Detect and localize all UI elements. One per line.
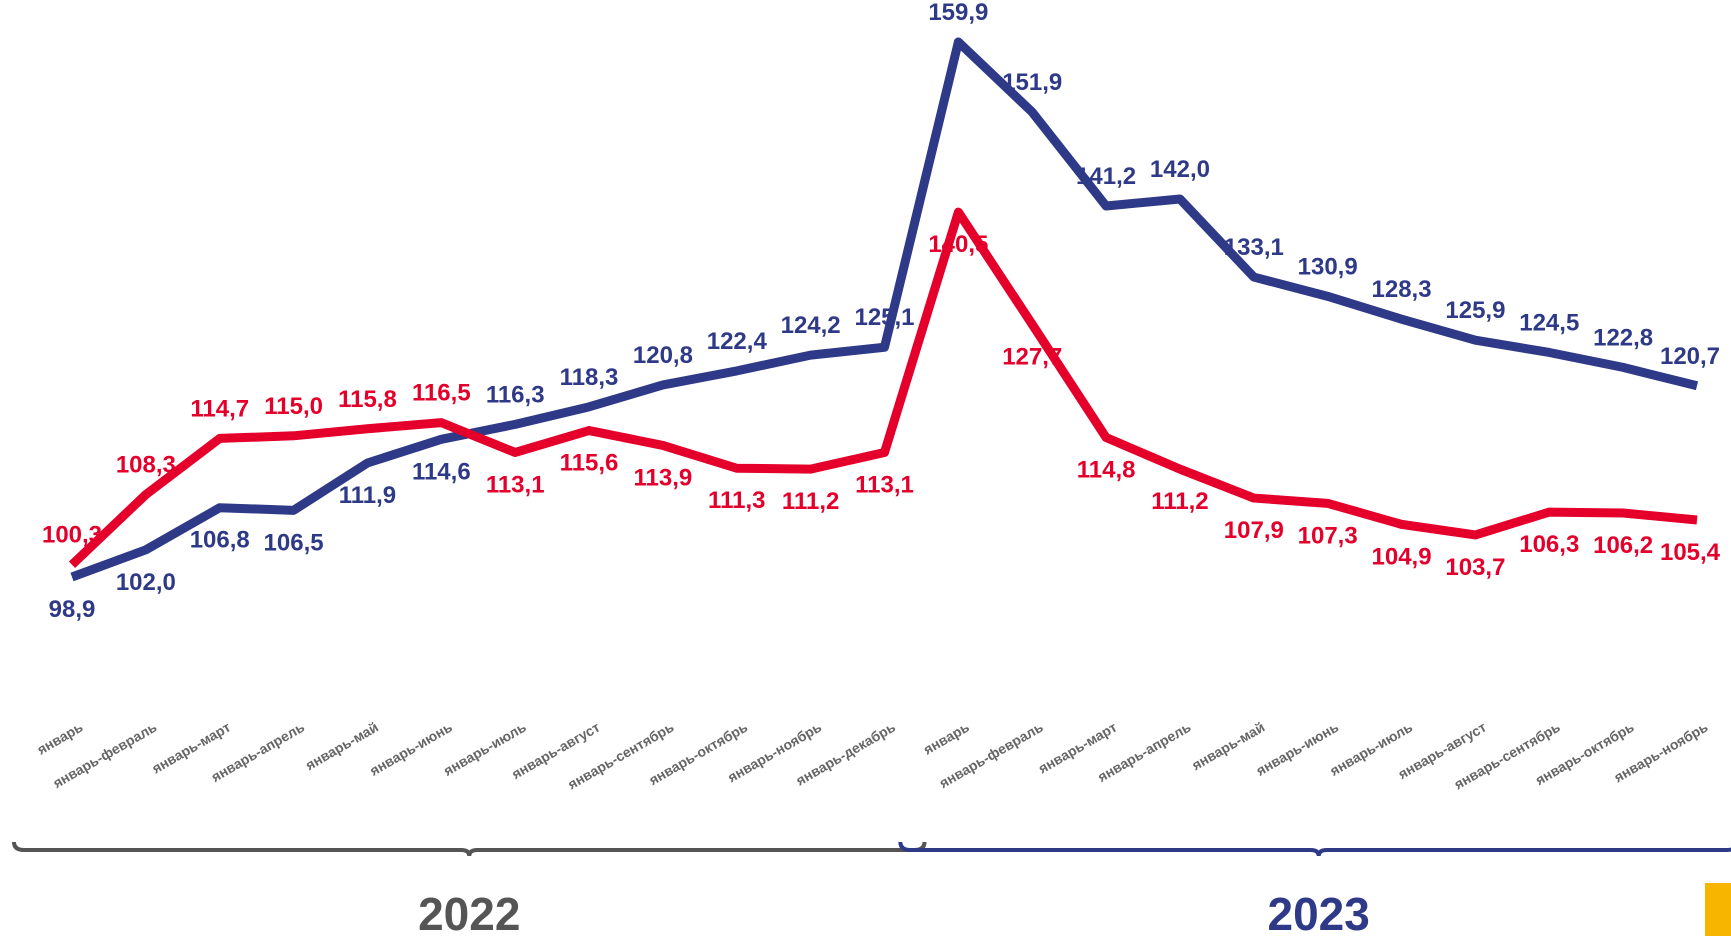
group-label: 2022 xyxy=(418,888,520,936)
value-label: 98,9 xyxy=(49,596,96,623)
x-tick-label: январь xyxy=(921,719,973,758)
value-label: 124,5 xyxy=(1519,309,1579,336)
value-label: 103,7 xyxy=(1445,554,1505,581)
value-label: 140,5 xyxy=(928,231,988,258)
value-label: 111,3 xyxy=(708,487,765,514)
value-label: 125,1 xyxy=(854,304,914,331)
value-label: 116,3 xyxy=(486,381,545,408)
value-label: 120,7 xyxy=(1660,343,1720,370)
value-label: 116,5 xyxy=(412,380,471,407)
series-line xyxy=(68,207,1698,568)
group-label: 2023 xyxy=(1268,888,1370,936)
value-label: 124,2 xyxy=(781,312,841,339)
value-label: 120,8 xyxy=(633,342,693,369)
value-label: 114,8 xyxy=(1077,457,1136,484)
value-label: 122,8 xyxy=(1593,324,1653,351)
value-label: 114,7 xyxy=(190,395,249,422)
value-label: 125,9 xyxy=(1445,297,1505,324)
value-label: 127,7 xyxy=(1002,343,1062,370)
x-tick-label: январь-июнь xyxy=(367,719,455,779)
value-label: 151,9 xyxy=(1002,69,1062,96)
value-label: 106,8 xyxy=(190,527,250,554)
value-label: 106,5 xyxy=(264,529,324,556)
group-bracket xyxy=(898,841,1731,857)
value-label: 114,6 xyxy=(412,458,471,485)
value-label: 122,4 xyxy=(707,328,768,355)
value-label: 113,9 xyxy=(634,464,693,491)
series-line xyxy=(70,37,1699,582)
value-label: 128,3 xyxy=(1372,276,1432,303)
value-label: 141,2 xyxy=(1076,163,1136,190)
value-label: 107,9 xyxy=(1224,517,1284,544)
x-tick-label: январь xyxy=(34,719,86,758)
value-label: 115,8 xyxy=(338,386,397,413)
value-label: 113,1 xyxy=(486,471,545,498)
group-bracket xyxy=(12,841,927,857)
value-label: 107,3 xyxy=(1298,522,1358,549)
value-label: 102,0 xyxy=(116,569,176,596)
value-label: 106,2 xyxy=(1593,532,1653,559)
value-label: 130,9 xyxy=(1298,253,1358,280)
value-label: 159,9 xyxy=(928,0,988,26)
value-label: 105,4 xyxy=(1660,539,1721,566)
value-label: 115,6 xyxy=(560,450,619,477)
value-label: 108,3 xyxy=(116,452,176,479)
value-label: 100,3 xyxy=(42,522,102,549)
x-tick-label: январь-июнь xyxy=(1253,719,1341,779)
value-label: 133,1 xyxy=(1224,234,1284,261)
value-label: 111,9 xyxy=(339,482,396,509)
value-label: 113,1 xyxy=(855,471,914,498)
value-label: 142,0 xyxy=(1150,156,1210,183)
value-label: 111,2 xyxy=(782,488,839,515)
value-label: 106,3 xyxy=(1519,531,1579,558)
corner-decoration xyxy=(1705,883,1731,936)
value-label: 111,2 xyxy=(1151,488,1208,515)
value-label: 104,9 xyxy=(1372,543,1432,570)
value-label: 115,0 xyxy=(264,393,323,420)
value-label: 118,3 xyxy=(560,364,619,391)
